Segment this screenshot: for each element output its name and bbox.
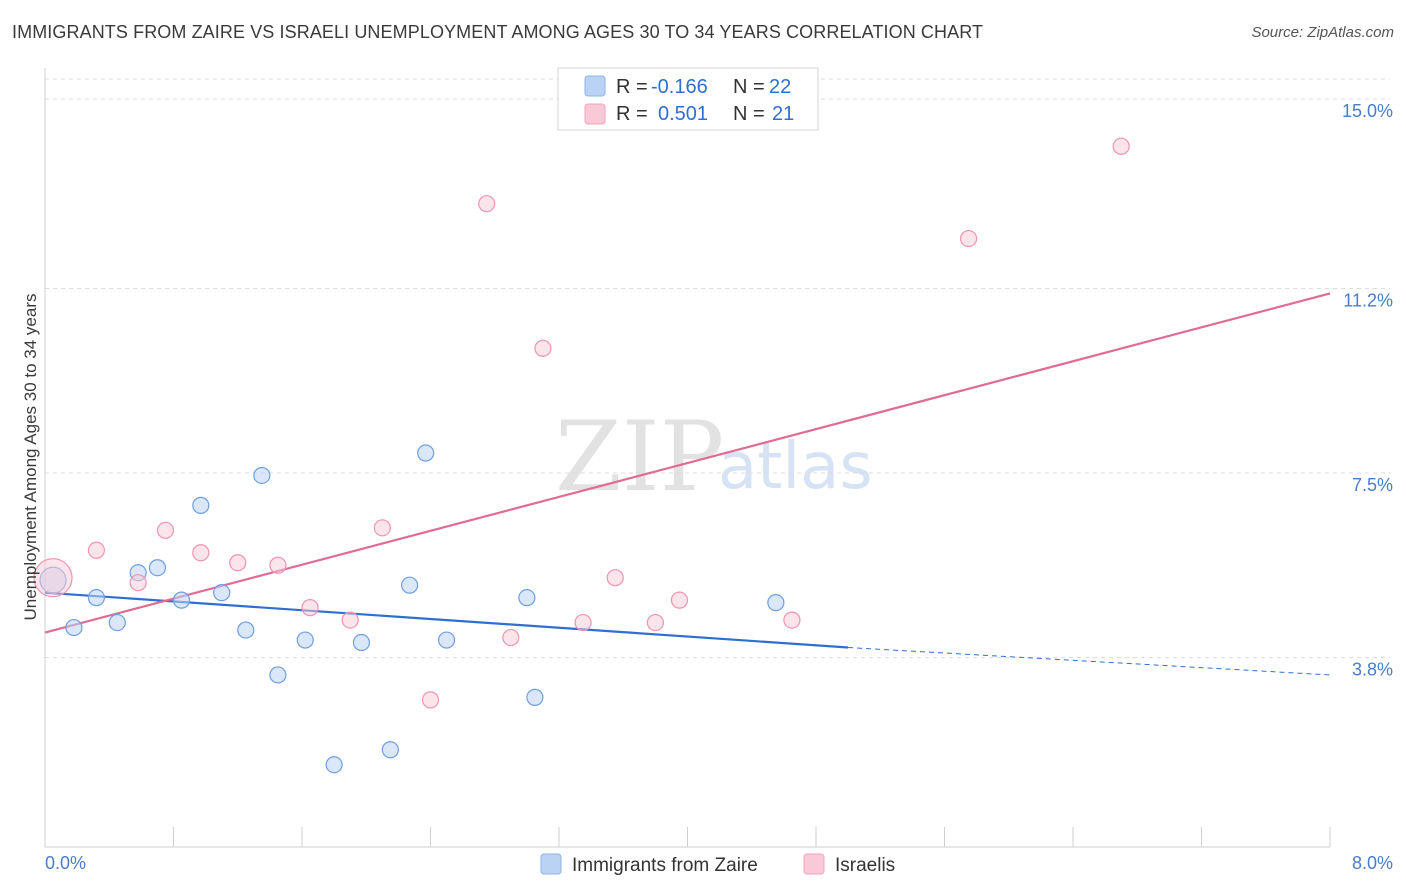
point-israelis [606, 569, 624, 587]
legend-r-label: R = [616, 103, 648, 125]
point-israelis [341, 611, 359, 629]
point-zaire [65, 618, 83, 637]
point-israelis [156, 521, 175, 539]
point-israelis [87, 541, 106, 559]
point-zaire [192, 496, 210, 514]
point-zaire [518, 589, 536, 607]
point-zaire [253, 466, 271, 485]
watermark-atlas: atlas [718, 430, 873, 504]
point-zaire [526, 688, 544, 706]
legend-r-label: R = [616, 76, 648, 98]
point-zaire [172, 591, 191, 609]
series-label-zaire: Immigrants from Zaire [572, 855, 758, 876]
point-zaire [401, 576, 419, 594]
series-swatch-zaire [540, 853, 562, 875]
point-israelis [646, 613, 664, 632]
source-label: Source: ZipAtlas.com [1251, 24, 1394, 41]
y-axis-label: Unemployment Among Ages 30 to 34 years [21, 294, 40, 621]
point-israelis [33, 558, 73, 598]
grid-lines [45, 78, 1390, 658]
point-israelis [301, 599, 319, 617]
point-zaire [269, 666, 287, 684]
legend-n-label: N = [733, 76, 765, 98]
data-points [33, 137, 1130, 774]
series-label-israelis: Israelis [835, 855, 895, 876]
point-israelis [959, 229, 978, 248]
point-zaire [296, 631, 314, 649]
point-zaire [767, 594, 785, 612]
point-israelis [229, 554, 247, 572]
series-swatch-israelis [803, 853, 825, 875]
point-israelis [534, 339, 552, 357]
point-israelis [129, 574, 147, 592]
watermark-zip: ZIP [555, 401, 724, 513]
trend-line-zaire-extension [848, 647, 1331, 676]
point-israelis [783, 611, 801, 629]
point-israelis [478, 195, 496, 213]
point-israelis [373, 519, 391, 537]
point-zaire [437, 631, 456, 649]
legend-swatch-zaire [584, 75, 606, 97]
legend-r-value-zaire: -0.166 [651, 76, 708, 98]
legend-n-label: N = [733, 103, 765, 125]
correlation-legend: R = -0.166 N = 22 R = 0.501 N = 21 [557, 67, 819, 131]
point-zaire [237, 621, 255, 639]
legend-swatch-israelis [584, 103, 606, 125]
point-zaire [325, 756, 343, 774]
point-israelis [269, 556, 287, 574]
point-israelis [574, 613, 592, 632]
tick-labels: 3.8% 7.5% 11.2% 15.0% 0.0% 8.0% [45, 101, 1393, 873]
point-israelis [502, 628, 520, 647]
series-legend: Immigrants from Zaire Israelis [540, 853, 895, 876]
axes [44, 68, 1331, 848]
point-israelis [421, 691, 440, 709]
point-zaire [87, 589, 106, 607]
legend-n-value-zaire: 22 [769, 76, 791, 98]
point-israelis [670, 591, 689, 609]
point-zaire [352, 633, 371, 652]
legend-n-value-israelis: 21 [772, 103, 794, 125]
point-zaire [213, 584, 231, 602]
x-tick-label: 8.0% [1352, 853, 1393, 873]
y-tick-label: 11.2% [1343, 290, 1393, 310]
point-zaire [417, 444, 435, 462]
legend-r-value-israelis: 0.501 [658, 103, 708, 125]
point-zaire [148, 559, 167, 577]
point-israelis [192, 544, 210, 562]
y-tick-label: 3.8% [1352, 659, 1393, 679]
y-tick-label: 15.0% [1342, 101, 1393, 121]
point-israelis [1112, 137, 1130, 155]
chart-title: IMMIGRANTS FROM ZAIRE VS ISRAELI UNEMPLO… [12, 22, 984, 42]
point-zaire [381, 741, 399, 759]
y-tick-label: 7.5% [1352, 475, 1393, 495]
trend-line-israelis [44, 292, 1331, 634]
point-zaire [108, 613, 126, 632]
x-tick-label: 0.0% [45, 853, 86, 873]
